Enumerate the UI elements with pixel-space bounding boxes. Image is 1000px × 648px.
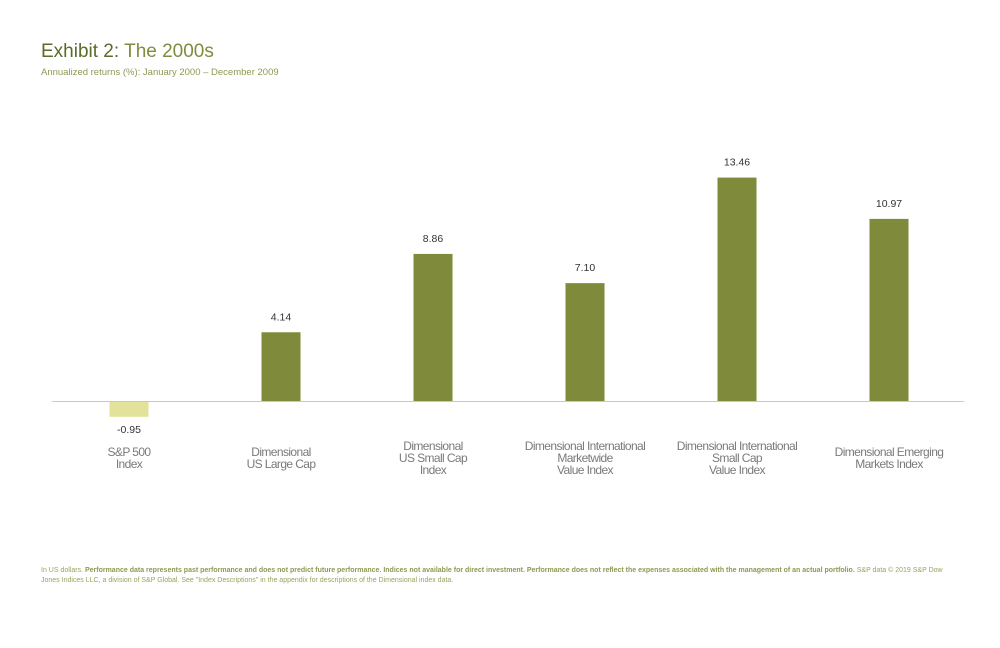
chart-title-prefix: Exhibit 2: — [41, 41, 120, 62]
footnote-intro: In US dollars. — [41, 567, 85, 574]
category-label-4-line-3: Value Index — [557, 463, 613, 477]
category-label-1-line-1: S&P 500 — [108, 445, 152, 459]
bar-5 — [717, 177, 757, 401]
chart-title: Exhibit 2: The 2000s — [41, 41, 214, 63]
data-label-1: -0.95 — [117, 424, 141, 436]
category-label-1-line-2: Index — [116, 457, 143, 471]
data-label-6: 10.97 — [876, 198, 902, 210]
footnote: In US dollars. Performance data represen… — [41, 566, 961, 585]
category-label-3-line-2: US Small Cap — [399, 451, 468, 465]
data-label-4: 7.10 — [575, 262, 596, 274]
category-label-4-line-1: Dimensional International — [525, 439, 645, 453]
category-label-6-line-1: Dimensional Emerging — [835, 445, 944, 459]
category-label-5-line-1: Dimensional International — [677, 439, 797, 453]
data-label-3: 8.86 — [423, 233, 444, 245]
bar-1 — [109, 401, 149, 417]
category-label-5-line-2: Small Cap — [712, 451, 763, 465]
data-label-5: 13.46 — [724, 157, 750, 169]
bar-6 — [869, 218, 909, 401]
data-label-2: 4.14 — [271, 311, 292, 323]
bar-3 — [413, 253, 453, 401]
chart-title-rest: The 2000s — [119, 41, 214, 62]
footnote-source: S&P data © 2019 S&P Dow Jones Indices LL… — [41, 567, 943, 584]
bar-4 — [565, 283, 605, 401]
category-label-2-line-2: US Large Cap — [247, 457, 317, 471]
category-label-6-line-2: Markets Index — [855, 457, 923, 471]
category-label-3-line-3: Index — [420, 463, 447, 477]
bar-2 — [261, 332, 301, 401]
category-label-4-line-2: Marketwide — [557, 451, 613, 465]
category-label-2-line-1: Dimensional — [251, 445, 310, 459]
category-label-5-line-3: Value Index — [709, 463, 765, 477]
footnote-disclaimer: Performance data represents past perform… — [84, 567, 855, 574]
category-label-3-line-1: Dimensional — [403, 439, 462, 453]
chart-subtitle: Annualized returns (%): January 2000 – D… — [41, 67, 279, 78]
